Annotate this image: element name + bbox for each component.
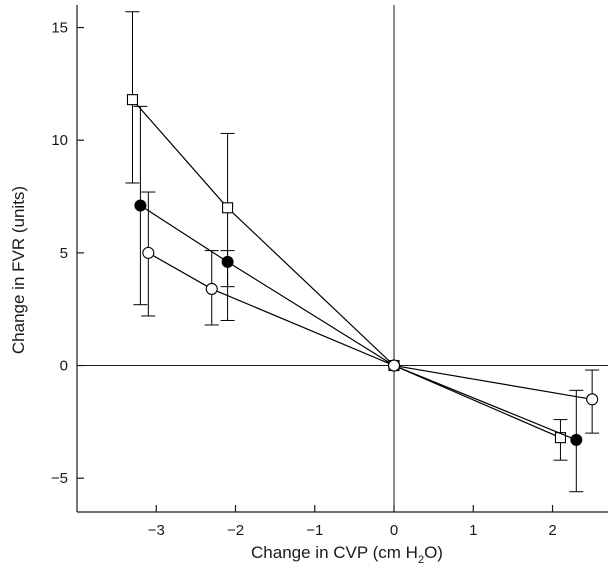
- data-point: [221, 255, 234, 268]
- data-point: [387, 359, 401, 372]
- data-point: [134, 199, 147, 212]
- data-point: [570, 433, 583, 446]
- series-open-square: [125, 11, 568, 461]
- tick-labels: −3 −2 −1 0 1 2 −5 0 5 10 15: [51, 20, 557, 539]
- x-tick-label: 2: [548, 522, 556, 539]
- y-tick-label: 15: [51, 20, 68, 37]
- y-tick-label: 10: [51, 132, 68, 149]
- data-point: [126, 94, 139, 106]
- series-line: [140, 205, 577, 441]
- axes: [76, 5, 608, 513]
- x-axis-title: Change in CVP (cm H2O): [251, 543, 443, 566]
- data-point: [586, 393, 599, 406]
- y-axis-title: Change in FVR (units): [9, 186, 28, 354]
- reference-lines: [77, 5, 608, 512]
- x-tick-label: 0: [390, 522, 398, 539]
- x-tick-label: −1: [306, 522, 323, 539]
- y-tick-label: 5: [60, 245, 68, 262]
- y-tick-label: −5: [51, 470, 68, 487]
- series-layer: [125, 11, 600, 493]
- x-axis-title-post: O): [424, 543, 443, 562]
- x-tick-label: −3: [148, 522, 165, 539]
- series-open-circle: [141, 191, 600, 434]
- data-point: [142, 246, 155, 259]
- data-point: [554, 432, 566, 444]
- x-tick-label: −2: [227, 522, 244, 539]
- data-point: [205, 282, 218, 295]
- data-point: [222, 202, 234, 214]
- series-line: [132, 99, 561, 439]
- y-tick-label: 0: [60, 358, 68, 375]
- x-tick-label: 1: [469, 522, 477, 539]
- x-axis-title-sub: 2: [418, 554, 424, 566]
- series-line: [148, 252, 593, 400]
- x-axis-title-pre: Change in CVP (cm H: [251, 543, 418, 562]
- series-filled-circle: [133, 105, 584, 493]
